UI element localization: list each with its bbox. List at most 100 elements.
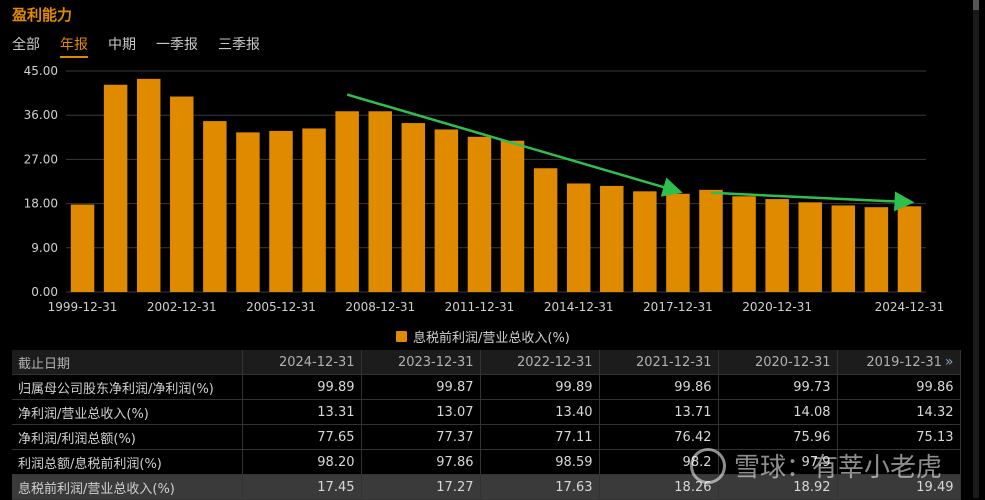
header-col: 2020-12-31 xyxy=(718,350,838,375)
bar xyxy=(136,78,161,292)
table-cell: 77.11 xyxy=(480,424,600,450)
bar xyxy=(170,96,194,292)
header-col: 2022-12-31 xyxy=(480,350,600,375)
bar xyxy=(699,189,723,292)
report-period-tabs: 全部 年报 中期 一季报 三季报 xyxy=(12,34,260,58)
table-cell: 17.63 xyxy=(480,474,600,500)
table-cell: 18.26 xyxy=(599,474,719,500)
x-tick-label: 2024-12-31 xyxy=(875,300,945,314)
x-tick-label: 2017-12-31 xyxy=(643,300,713,314)
row-label: 息税前利润/营业总收入(%) xyxy=(12,474,243,500)
table-cell: 75.96 xyxy=(718,424,838,450)
table-cell: 99.86 xyxy=(599,374,719,400)
table-cell: 99.73 xyxy=(718,374,838,400)
table-row: 净利润/利润总额(%) 77.65 77.37 77.11 76.42 75.96 75.1… xyxy=(12,424,961,450)
table-row: 归属母公司股东净利润/净利润(%) 99.89 99.87 99.89 99.86 99.… xyxy=(12,374,961,400)
tab-all[interactable]: 全部 xyxy=(12,37,40,53)
table-cell: 19.49 xyxy=(837,474,961,500)
legend-swatch xyxy=(396,331,407,342)
scrollbar-thumb[interactable] xyxy=(973,0,979,10)
bar xyxy=(302,128,326,292)
header-col-label: 2019-12-31 xyxy=(866,355,942,370)
x-tick-label: 2014-12-31 xyxy=(544,300,614,314)
header-col: 2021-12-31 xyxy=(599,350,719,375)
y-tick-label: 18.00 xyxy=(24,197,58,211)
section-title: 盈利能力 xyxy=(12,6,73,24)
bar xyxy=(368,111,392,292)
legend-label: 息税前利润/营业总收入(%) xyxy=(413,331,570,346)
y-tick-label: 36.00 xyxy=(24,108,58,122)
table-row: 利润总额/息税前利润(%) 98.20 97.86 98.59 98.2 97.9 xyxy=(12,449,961,475)
table-cell: 14.32 xyxy=(837,399,961,425)
row-label: 利润总额/息税前利润(%) xyxy=(12,449,243,475)
trend-arrow xyxy=(346,93,683,197)
x-tick-label: 2020-12-31 xyxy=(742,300,812,314)
table-cell: 77.65 xyxy=(242,424,362,450)
table-cell: 14.08 xyxy=(718,399,838,425)
bar xyxy=(203,121,227,293)
header-col-last: 2019-12-31» xyxy=(837,350,961,375)
table-cell: 97.9 xyxy=(718,449,838,475)
bar xyxy=(269,130,293,292)
y-tick-label: 27.00 xyxy=(24,152,58,166)
table-row: 息税前利润/营业总收入(%) 17.45 17.27 17.63 18.26 18.92 1… xyxy=(12,474,961,500)
bar xyxy=(831,205,856,292)
table-cell: 99.87 xyxy=(361,374,481,400)
bar xyxy=(70,204,95,292)
bar xyxy=(897,206,922,292)
row-label: 净利润/营业总收入(%) xyxy=(12,399,243,425)
table-header-row: 截止日期 2024-12-31 2023-12-31 2022-12-31 20… xyxy=(12,350,961,375)
bar xyxy=(467,136,492,292)
table-cell: 98.59 xyxy=(480,449,600,475)
tab-interim[interactable]: 中期 xyxy=(108,37,136,53)
profitability-bar-chart: 0.00 9.00 18.00 27.00 36.00 45.00 1999-12-31 20… xyxy=(24,64,945,314)
x-tick-label: 2008-12-31 xyxy=(345,300,415,314)
header-date-label: 截止日期 xyxy=(12,350,243,375)
bar xyxy=(765,199,789,292)
bar xyxy=(666,193,690,292)
bar xyxy=(434,129,459,292)
table-cell: 99.86 xyxy=(837,374,961,400)
vertical-scrollbar[interactable] xyxy=(973,0,979,498)
table-cell: 77.37 xyxy=(361,424,481,450)
table-cell: 76.42 xyxy=(599,424,719,450)
table-cell: 13.71 xyxy=(599,399,719,425)
bar xyxy=(566,183,591,292)
table-row: 净利润/营业总收入(%) 13.31 13.07 13.40 13.71 14.08 14.… xyxy=(12,399,961,425)
table-cell: 17.27 xyxy=(361,474,481,500)
x-tick-label: 1999-12-31 xyxy=(48,300,118,314)
table-cell: 99.89 xyxy=(242,374,362,400)
bar xyxy=(236,132,260,292)
table-cell: 75.13 xyxy=(837,424,961,450)
table-cell: 13.07 xyxy=(361,399,481,425)
table-cell: 17.45 xyxy=(242,474,362,500)
table-cell xyxy=(837,449,961,475)
bar xyxy=(335,111,359,292)
bar xyxy=(633,191,657,292)
tab-annual[interactable]: 年报 xyxy=(60,34,88,58)
table-cell: 98.2 xyxy=(599,449,719,475)
row-label: 归属母公司股东净利润/净利润(%) xyxy=(12,374,243,400)
bar xyxy=(600,185,624,292)
bar xyxy=(401,123,426,293)
header-col: 2023-12-31 xyxy=(361,350,481,375)
bar xyxy=(533,168,558,292)
trend-arrow xyxy=(710,191,915,212)
y-tick-label: 0.00 xyxy=(31,285,58,299)
bar xyxy=(798,202,822,292)
table-cell: 98.20 xyxy=(242,449,362,475)
double-chevron-right-icon[interactable]: » xyxy=(944,354,954,370)
x-tick-label: 2002-12-31 xyxy=(147,300,217,314)
tab-q1[interactable]: 一季报 xyxy=(156,37,198,53)
row-label: 净利润/利润总额(%) xyxy=(12,424,243,450)
bar xyxy=(500,140,525,292)
bar xyxy=(732,196,756,292)
bar xyxy=(103,84,128,292)
chart-legend[interactable]: 息税前利润/营业总收入(%) xyxy=(396,327,570,346)
profitability-table: 截止日期 2024-12-31 2023-12-31 2022-12-31 20… xyxy=(12,350,961,500)
tab-q3[interactable]: 三季报 xyxy=(218,37,260,53)
x-tick-label: 2011-12-31 xyxy=(445,300,515,314)
table-cell: 97.86 xyxy=(361,449,481,475)
bar xyxy=(864,207,889,292)
table-cell: 99.89 xyxy=(480,374,600,400)
